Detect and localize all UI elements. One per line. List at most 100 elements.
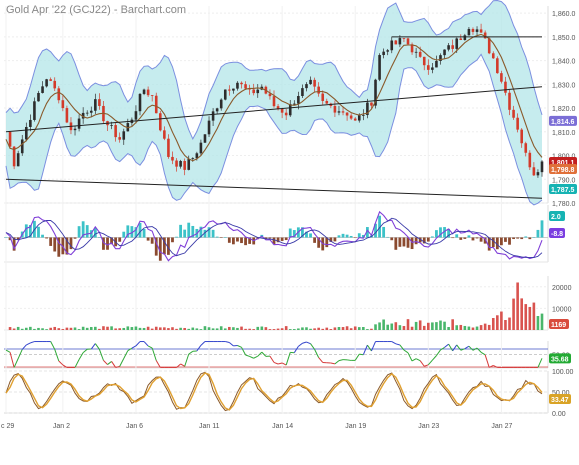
price-candle-body — [309, 80, 312, 84]
price-last-label: 1,814.6 — [551, 119, 574, 126]
price-candle-body — [362, 115, 365, 116]
volume-bar — [524, 304, 527, 330]
volume-bar — [325, 328, 328, 330]
volume-bar — [187, 329, 190, 330]
macd-histogram-bar — [338, 235, 341, 237]
price-candle-body — [301, 88, 304, 96]
macd-histogram-bar — [98, 237, 101, 238]
volume-bar — [455, 325, 458, 330]
volume-bar — [191, 328, 194, 330]
volume-bar — [305, 327, 308, 330]
macd-histogram-bar — [480, 238, 483, 242]
volume-bar — [321, 329, 324, 330]
volume-bar — [358, 327, 361, 330]
macd-histogram-bar — [431, 236, 434, 237]
price-candle-body — [537, 172, 540, 175]
price-candle-body — [447, 45, 450, 49]
macd-histogram-bar — [512, 238, 515, 240]
price-candle-body — [74, 129, 77, 130]
price-candle-body — [228, 90, 231, 91]
volume-bar — [334, 327, 337, 330]
volume-bar — [317, 328, 320, 330]
volume-bar — [171, 327, 174, 330]
volume-bar — [265, 327, 268, 330]
volume-bar — [508, 318, 511, 330]
price-candle-body — [224, 90, 227, 100]
volume-bar — [390, 324, 393, 330]
price-candle-body — [395, 41, 398, 45]
volume-bar — [151, 329, 154, 330]
volume-bar — [13, 329, 16, 330]
price-candle-body — [321, 94, 324, 101]
volume-bar — [411, 327, 414, 330]
price-candle-body — [135, 111, 138, 119]
price-candle-body — [370, 103, 373, 106]
price-candle-body — [358, 115, 361, 120]
volume-bar — [293, 329, 296, 330]
macd-histogram-bar — [390, 238, 393, 241]
volume-bar — [289, 329, 292, 330]
price-candle-body — [21, 139, 24, 153]
price-candle-body — [273, 96, 276, 106]
macd-last-label: -8.8 — [551, 231, 563, 238]
macd-histogram-bar — [532, 237, 535, 238]
volume-bar — [415, 322, 418, 330]
price-candle-body — [143, 90, 146, 94]
macd-histogram-bar — [516, 238, 519, 239]
price-tick-label: 1,790.0 — [552, 177, 575, 184]
volume-bar — [484, 324, 487, 330]
macd-histogram-bar — [53, 238, 56, 252]
price-candle-body — [541, 161, 544, 172]
price-candle-body — [488, 38, 491, 53]
price-candle-body — [468, 29, 471, 35]
price-candle-body — [313, 80, 316, 87]
price-candle-body — [390, 41, 393, 51]
volume-bar — [29, 327, 32, 330]
macd-histogram-bar — [86, 225, 89, 237]
volume-bar — [240, 327, 243, 330]
volume-bar — [431, 322, 434, 330]
macd-histogram-bar — [49, 238, 52, 246]
volume-bar — [472, 328, 475, 330]
macd-histogram-bar — [5, 238, 8, 239]
volume-bar — [17, 327, 20, 330]
macd-histogram-bar — [476, 238, 479, 239]
price-candle-body — [151, 95, 154, 96]
volume-tick-label: 20000 — [552, 285, 572, 292]
price-tick-label: 1,850.0 — [552, 35, 575, 42]
macd-histogram-bar — [350, 236, 353, 238]
price-candle-body — [354, 119, 357, 121]
price-candle-body — [200, 143, 203, 154]
volume-bar — [504, 320, 507, 330]
volume-bar — [25, 328, 28, 330]
macd-histogram-bar — [358, 233, 361, 237]
macd-histogram-bar — [520, 238, 523, 240]
macd-histogram-bar — [41, 235, 44, 238]
macd-histogram-bar — [183, 230, 186, 238]
price-candle-body — [256, 90, 259, 93]
volume-bar — [21, 329, 24, 330]
x-tick-label: Jan 2 — [53, 423, 70, 430]
price-candle-body — [403, 38, 406, 39]
price-candle-body — [464, 35, 467, 40]
price-candle-body — [378, 55, 381, 80]
volume-bar — [342, 327, 345, 330]
macd-histogram-bar — [313, 238, 316, 243]
volume-bar — [533, 303, 536, 330]
volume-bar — [45, 329, 48, 330]
volume-bar — [94, 327, 97, 330]
price-candle-body — [533, 167, 536, 175]
volume-bar — [273, 329, 276, 330]
volume-bar — [374, 324, 377, 330]
volume-bar — [269, 329, 272, 330]
macd-histogram-bar — [216, 237, 219, 238]
price-candle-body — [281, 109, 284, 113]
volume-bar — [220, 326, 223, 330]
volume-bar — [216, 328, 219, 330]
macd-histogram-bar — [524, 236, 527, 237]
macd-histogram-bar — [472, 238, 475, 241]
volume-bar — [500, 312, 503, 330]
volume-bar — [110, 326, 113, 330]
volume-bar — [78, 329, 81, 330]
